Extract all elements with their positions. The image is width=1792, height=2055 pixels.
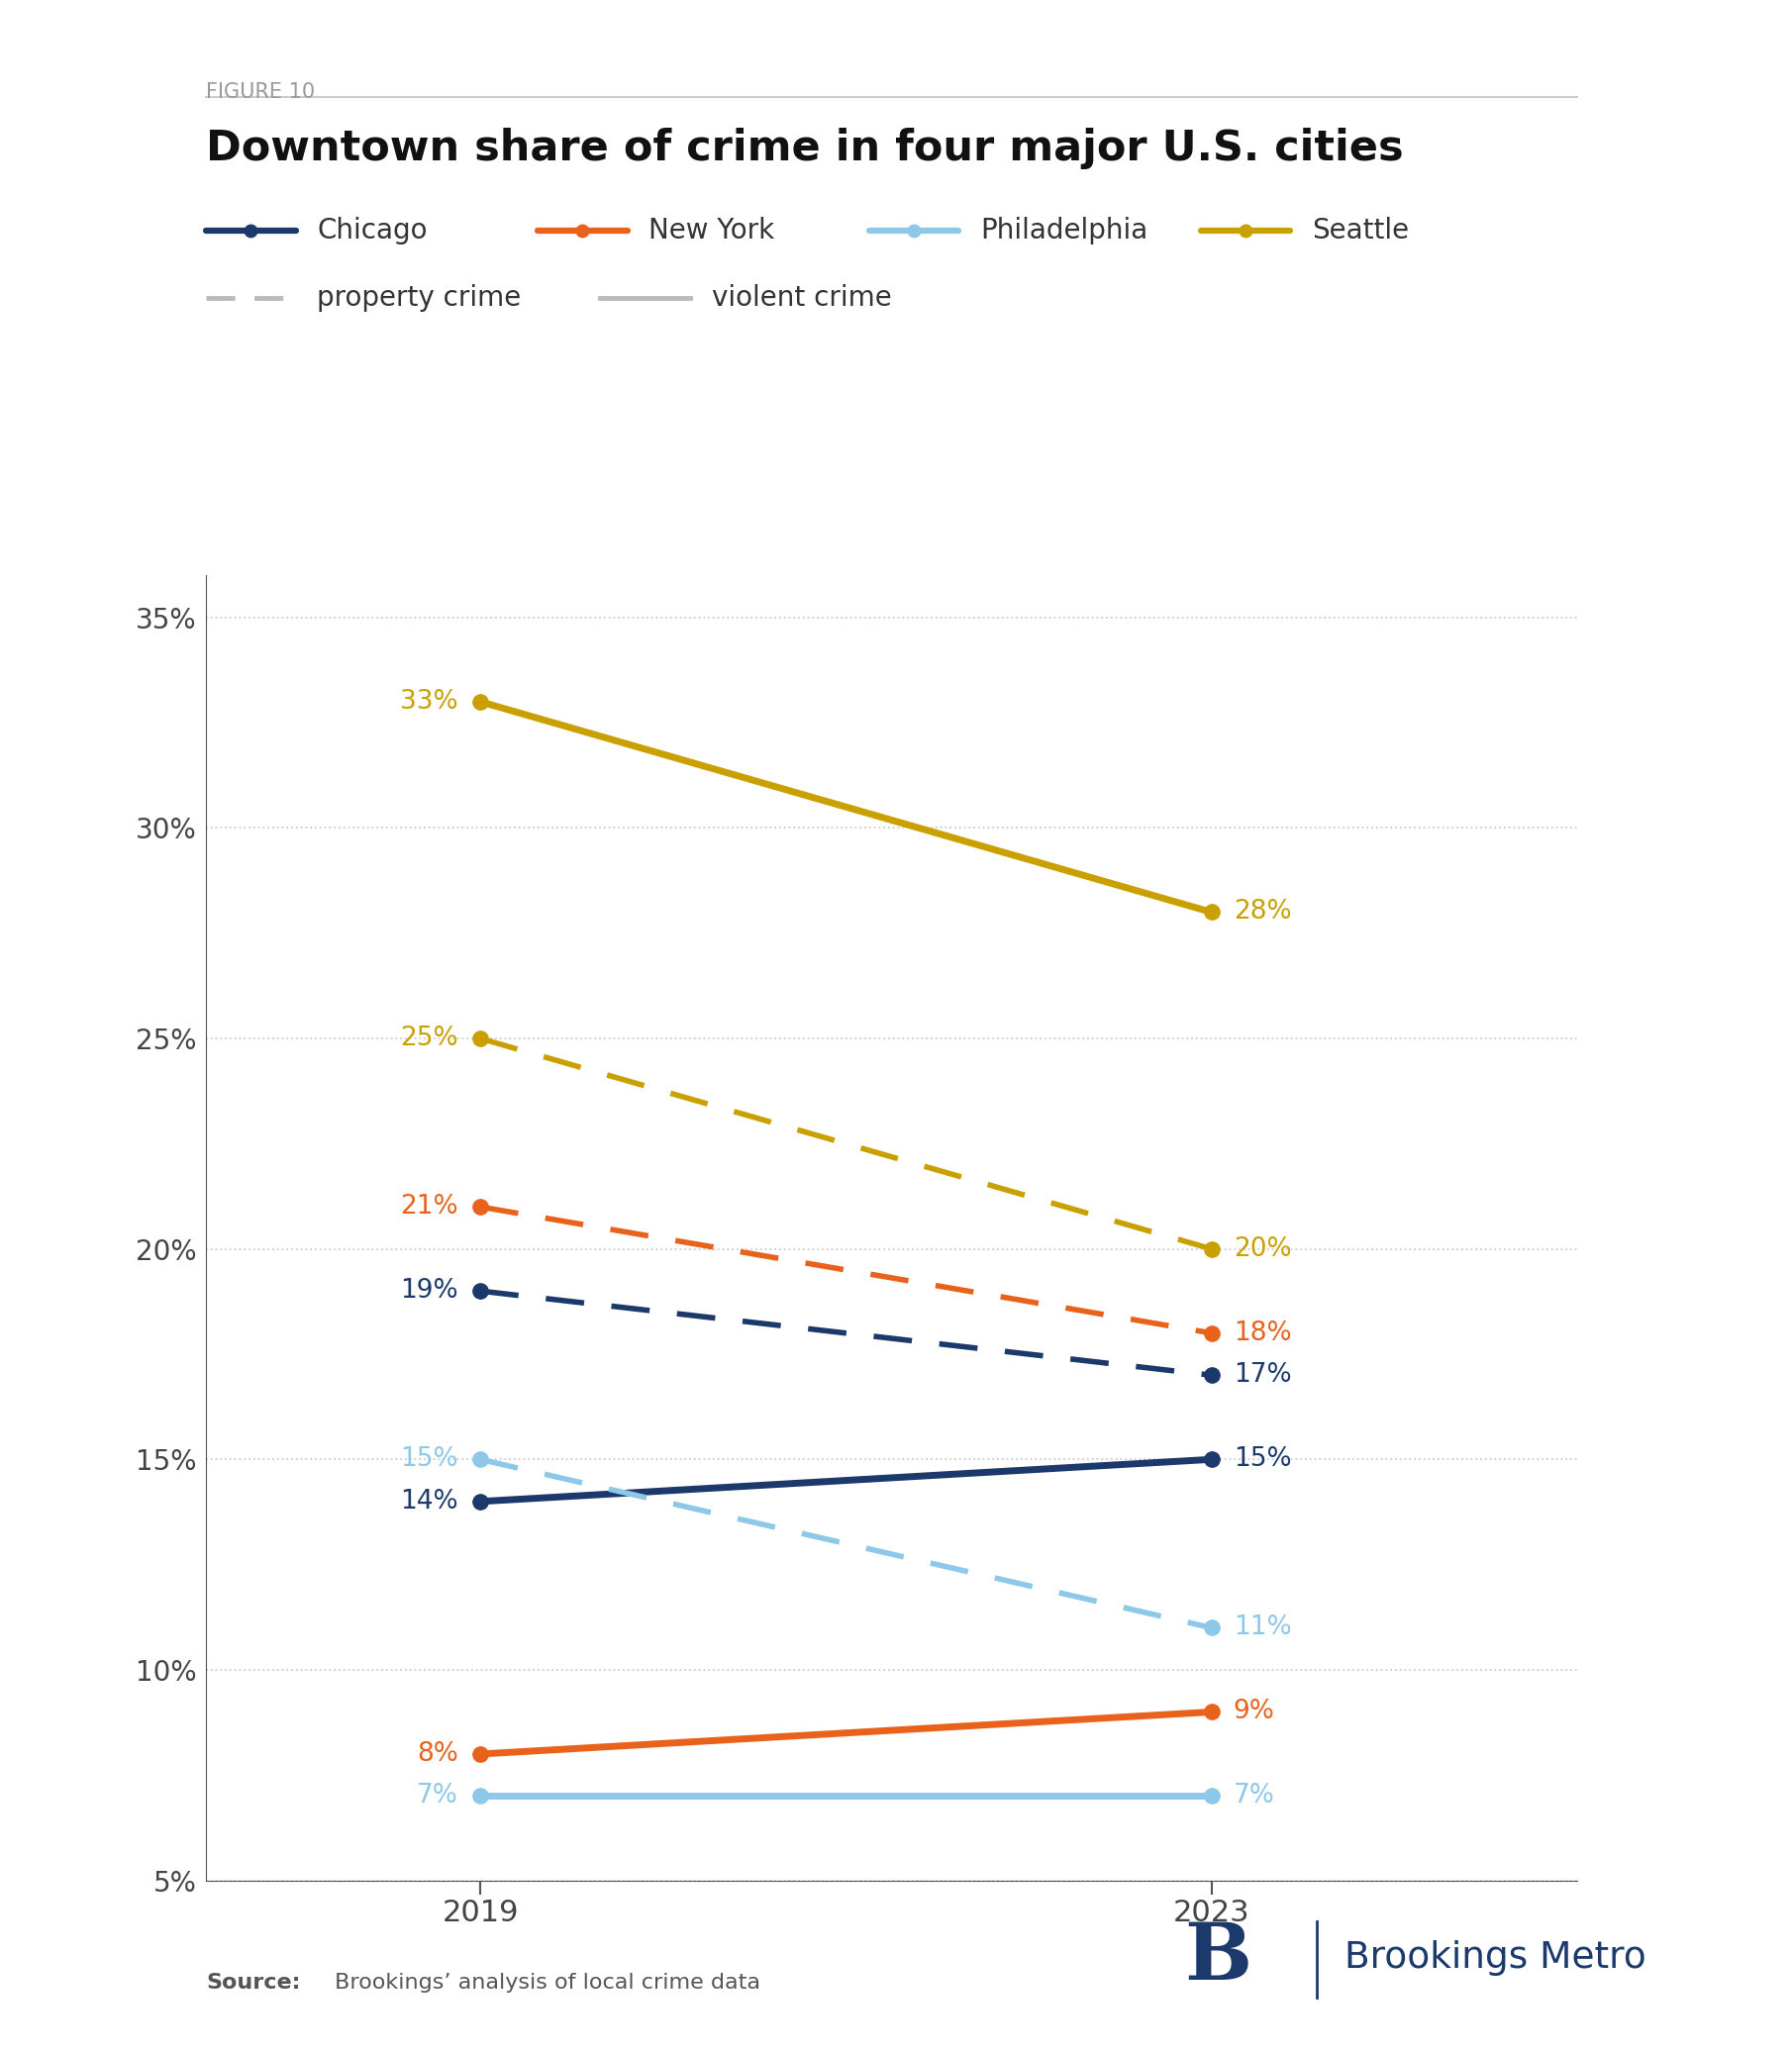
Text: 28%: 28%: [1233, 900, 1292, 925]
Text: Philadelphia: Philadelphia: [980, 216, 1149, 245]
Text: 19%: 19%: [400, 1278, 459, 1303]
Text: property crime: property crime: [317, 284, 521, 312]
Text: 25%: 25%: [400, 1025, 459, 1052]
Text: 8%: 8%: [418, 1741, 459, 1767]
Text: 15%: 15%: [400, 1447, 459, 1471]
Text: 33%: 33%: [400, 688, 459, 715]
Text: Brookings Metro: Brookings Metro: [1344, 1940, 1645, 1977]
Text: 7%: 7%: [1233, 1784, 1274, 1808]
Text: Seattle: Seattle: [1312, 216, 1409, 245]
Text: Brookings’ analysis of local crime data: Brookings’ analysis of local crime data: [328, 1973, 760, 1993]
Text: Chicago: Chicago: [317, 216, 428, 245]
Text: Source:: Source:: [206, 1973, 301, 1993]
Text: 14%: 14%: [400, 1488, 459, 1515]
Text: 11%: 11%: [1233, 1615, 1292, 1640]
Text: 20%: 20%: [1233, 1235, 1292, 1262]
Text: FIGURE 10: FIGURE 10: [206, 82, 315, 103]
Text: 21%: 21%: [400, 1194, 459, 1221]
Text: New York: New York: [649, 216, 774, 245]
Text: violent crime: violent crime: [711, 284, 891, 312]
Text: Downtown share of crime in four major U.S. cities: Downtown share of crime in four major U.…: [206, 127, 1403, 169]
Text: 7%: 7%: [418, 1784, 459, 1808]
Text: 17%: 17%: [1233, 1362, 1292, 1387]
Text: 15%: 15%: [1233, 1447, 1292, 1471]
Text: 9%: 9%: [1233, 1699, 1274, 1724]
Text: B: B: [1185, 1919, 1253, 1997]
Text: 18%: 18%: [1233, 1319, 1292, 1346]
